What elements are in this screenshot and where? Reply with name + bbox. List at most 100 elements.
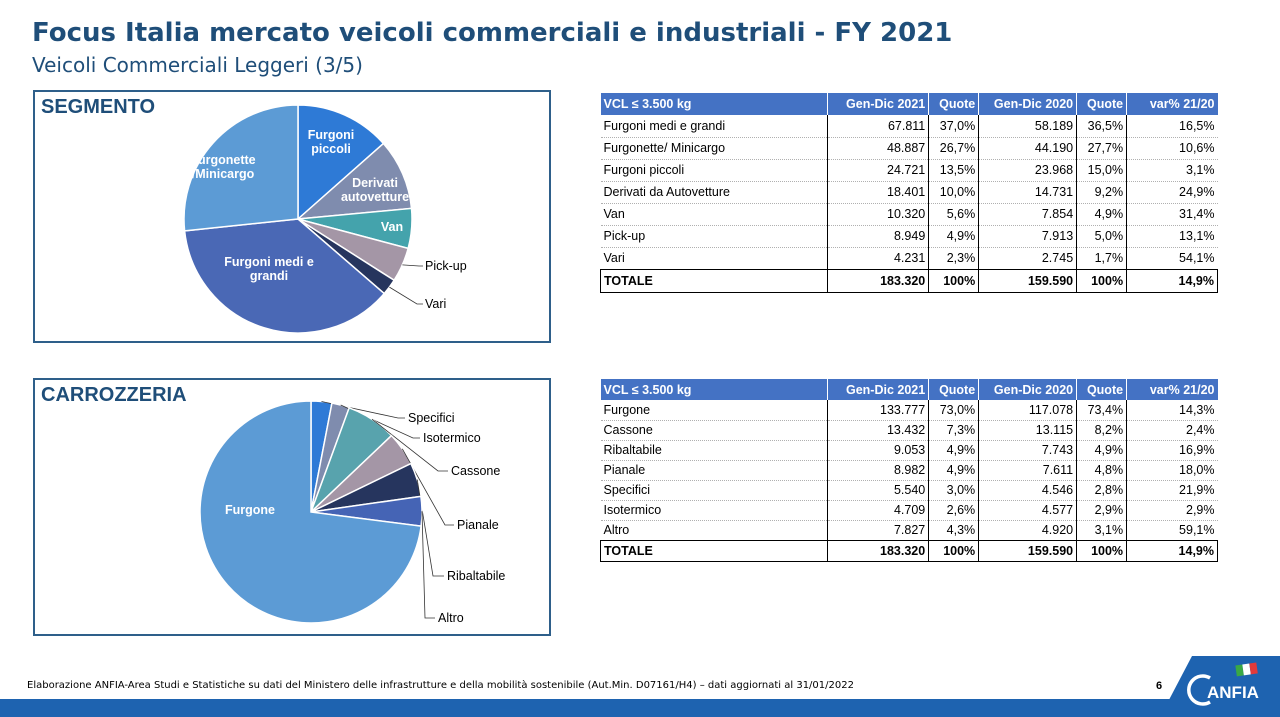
table-cell: 8.949 [827, 225, 929, 248]
table-row: Vari 4.231 2,3% 2.745 1,7% 54,1% [600, 247, 1218, 270]
table-cell: 183.320 [827, 268, 930, 293]
column-header: VCL ≤ 3.500 kg [600, 93, 828, 115]
table-cell: 23.968 [978, 159, 1077, 182]
segmento-panel: Furgoni piccoli Derivati autovetture Van Pick… [33, 90, 551, 343]
table-cell: 9.053 [827, 440, 929, 461]
row-label: Specifici [600, 480, 828, 501]
table-cell: 13,1% [1126, 225, 1218, 248]
table-cell: 13.115 [978, 420, 1077, 441]
table-row: Pianale 8.982 4,9% 7.611 4,8% 18,0% [600, 460, 1218, 481]
table-row: Derivati da Autovetture 18.401 10,0% 14.731… [600, 181, 1218, 204]
table-cell: 3,1% [1126, 159, 1218, 182]
table-row: Furgoni medi e grandi 67.811 37,0% 58.189 36… [600, 115, 1218, 138]
segmento-table: VCL ≤ 3.500 kg Gen-Dic 2021 Quote Gen-Di… [599, 93, 1218, 293]
table-cell: 13.432 [827, 420, 929, 441]
table-cell: 4.546 [978, 480, 1077, 501]
pie-label: Pick-up [425, 259, 467, 273]
anfia-logo-c-icon [1187, 674, 1211, 706]
table-cell: 117.078 [978, 400, 1077, 421]
table-cell: 16,9% [1126, 440, 1218, 461]
table-cell: 159.590 [978, 539, 1078, 562]
table-cell: 7.743 [978, 440, 1077, 461]
row-label: Furgoni piccoli [600, 159, 828, 182]
pie-label: Specifici [408, 411, 455, 425]
table-cell: 2,8% [1076, 480, 1127, 501]
row-label: Furgone [600, 400, 828, 421]
table-cell: 18.401 [827, 181, 929, 204]
column-header: Gen-Dic 2020 [978, 93, 1077, 115]
table-row: Furgone 133.777 73,0% 117.078 73,4% 14,3% [600, 400, 1218, 421]
table-cell: 4,9% [1076, 440, 1127, 461]
pie-leader-line [421, 511, 435, 619]
anfia-logo: ANFIA [1160, 656, 1280, 717]
table-row: Isotermico 4.709 2,6% 4.577 2,9% 2,9% [600, 500, 1218, 521]
table-header-row: VCL ≤ 3.500 kg Gen-Dic 2021 Quote Gen-Di… [600, 93, 1218, 115]
table-cell: 73,0% [928, 400, 979, 421]
table-cell: 10,0% [928, 181, 979, 204]
table-cell: 14,9% [1126, 268, 1218, 293]
table-cell: 24,9% [1126, 181, 1218, 204]
table-cell: 4,8% [1076, 460, 1127, 481]
table-cell: 7,3% [928, 420, 979, 441]
row-label: Pick-up [600, 225, 828, 248]
footer-source-note: Elaborazione ANFIA-Area Studi e Statisti… [27, 680, 854, 691]
column-header: Quote [1076, 93, 1127, 115]
row-label: TOTALE [599, 539, 829, 562]
column-header: Quote [1076, 379, 1127, 400]
table-cell: 183.320 [827, 539, 930, 562]
row-label: Pianale [600, 460, 828, 481]
pie-label: Altro [438, 611, 464, 625]
pie-label: Isotermico [423, 431, 481, 445]
table-cell: 7.854 [978, 203, 1077, 226]
column-header: Gen-Dic 2021 [827, 93, 929, 115]
table-cell: 59,1% [1126, 520, 1218, 541]
table-cell: 5.540 [827, 480, 929, 501]
table-cell: 9,2% [1076, 181, 1127, 204]
table-cell: 21,9% [1126, 480, 1218, 501]
table-cell: 2.745 [978, 247, 1077, 270]
table-cell: 44.190 [978, 137, 1077, 160]
table-total-row: TOTALE 183.320 100% 159.590 100% 14,9% [599, 268, 1218, 293]
table-cell: 4,9% [928, 440, 979, 461]
row-label: Derivati da Autovetture [600, 181, 828, 204]
bottom-bar [0, 699, 1280, 717]
pie-slice-furgoni-piccoli [297, 104, 385, 221]
table-cell: 100% [928, 539, 980, 562]
table-cell: 15,0% [1076, 159, 1127, 182]
pie-label: Vari [425, 297, 446, 311]
table-cell: 14,9% [1126, 539, 1218, 562]
table-cell: 36,5% [1076, 115, 1127, 138]
pie-label: Furgoni piccoli [308, 128, 355, 156]
table-cell: 26,7% [928, 137, 979, 160]
table-cell: 2,6% [928, 500, 979, 521]
column-header: Quote [928, 93, 979, 115]
table-cell: 4,3% [928, 520, 979, 541]
table-cell: 8,2% [1076, 420, 1127, 441]
pie-leader-line [371, 418, 448, 472]
pie-label: Furgonette/Minicargo [190, 153, 255, 181]
pie-leader-line [401, 448, 454, 526]
table-header-row: VCL ≤ 3.500 kg Gen-Dic 2021 Quote Gen-Di… [600, 379, 1218, 400]
segmento-pie-chart: Furgoni piccoli Derivati autovetture Van Pick… [183, 104, 467, 334]
table-cell: 2,3% [928, 247, 979, 270]
table-cell: 48.887 [827, 137, 929, 160]
row-label: Ribaltabile [600, 440, 828, 461]
row-label: Isotermico [600, 500, 828, 521]
column-header: var% 21/20 [1126, 379, 1218, 400]
table-row: Furgoni piccoli 24.721 13,5% 23.968 15,0% 3,1… [600, 159, 1218, 182]
pie-label: Cassone [451, 464, 500, 478]
table-cell: 67.811 [827, 115, 929, 138]
pie-slice-furgonette-minicargo [183, 104, 299, 232]
table-cell: 4,9% [1076, 203, 1127, 226]
table-cell: 1,7% [1076, 247, 1127, 270]
pie-label: Pianale [457, 518, 499, 532]
table-row: Van 10.320 5,6% 7.854 4,9% 31,4% [600, 203, 1218, 226]
table-cell: 31,4% [1126, 203, 1218, 226]
row-label: Van [600, 203, 828, 226]
table-cell: 24.721 [827, 159, 929, 182]
table-cell: 7.827 [827, 520, 929, 541]
pie-slice-furgone [199, 400, 422, 624]
table-cell: 7.913 [978, 225, 1077, 248]
table-cell: 14.731 [978, 181, 1077, 204]
pie-label: Furgoni medi e grandi [224, 255, 314, 283]
